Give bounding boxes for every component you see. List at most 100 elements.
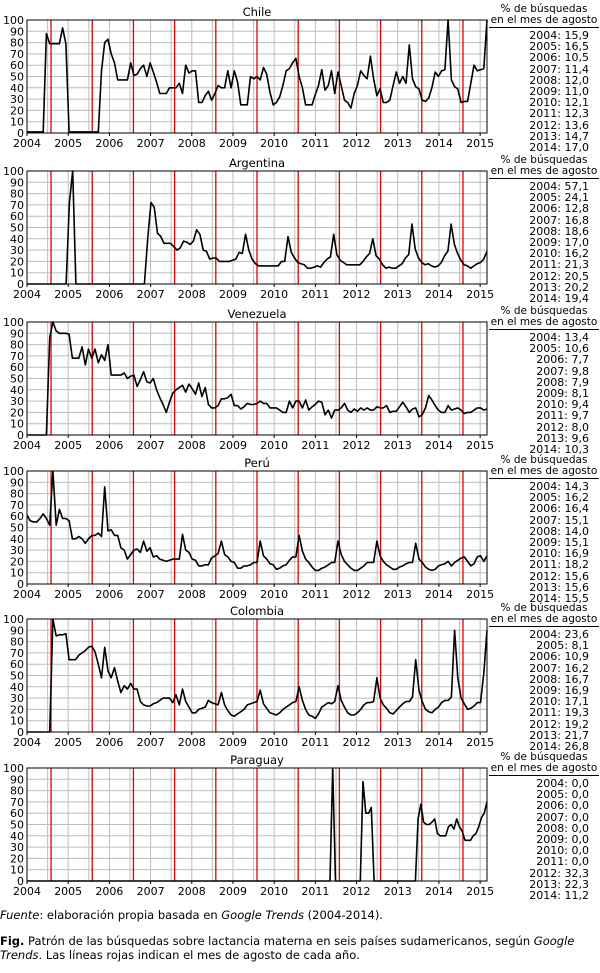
- y-tick-label: 100: [3, 165, 24, 178]
- y-tick-label: 50: [10, 222, 24, 235]
- x-tick-label: 2015: [466, 588, 494, 601]
- source-note: Fuente: elaboración propia basada en Goo…: [0, 908, 598, 922]
- y-tick-label: 90: [10, 327, 24, 340]
- y-tick-label: 40: [10, 533, 24, 546]
- august-table-row: 2007: 9,8: [536, 364, 589, 378]
- x-tick-label: 2006: [95, 588, 123, 601]
- august-table-row: 2006: 16,4: [529, 502, 589, 516]
- y-tick-label: 60: [10, 807, 24, 820]
- x-tick-label: 2014: [425, 288, 453, 301]
- y-tick-label: 100: [3, 613, 24, 626]
- y-tick-label: 50: [10, 71, 24, 84]
- x-tick-label: 2007: [137, 137, 165, 150]
- y-tick-label: 80: [10, 636, 24, 649]
- august-table-row: 2009: 8,1: [536, 387, 589, 401]
- y-tick-label: 100: [3, 762, 24, 775]
- y-tick-label: 0: [17, 278, 24, 291]
- august-table-row: 2014: 11,2: [529, 889, 589, 903]
- august-table-row: 2008: 7,9: [536, 375, 589, 389]
- august-table-row: 2014: 10,3: [529, 443, 589, 457]
- y-tick-label: 70: [10, 796, 24, 809]
- y-tick-label: 90: [10, 476, 24, 489]
- plot-frame: [26, 321, 488, 436]
- august-table-row: 2008: 0,0: [536, 821, 589, 835]
- y-tick-label: 30: [10, 93, 24, 106]
- august-table-row: 2011: 9,7: [536, 409, 589, 423]
- y-tick-label: 50: [10, 670, 24, 683]
- august-table-row: 2005: 16,5: [529, 40, 589, 54]
- y-tick-label: 10: [10, 715, 24, 728]
- august-table-row: 2012: 19,2: [529, 717, 589, 731]
- august-table-header-line: % de búsquedas: [500, 602, 588, 614]
- chart-title: Venezuela: [227, 307, 286, 321]
- august-table-header-line: % de búsquedas: [500, 154, 588, 166]
- august-table: % de búsquedas en el mes de agosto 2004: 1…: [489, 4, 599, 153]
- y-tick-label: 80: [10, 785, 24, 798]
- y-tick-label: 30: [10, 841, 24, 854]
- x-tick-label: 2015: [466, 137, 494, 150]
- august-table-row: 2007: 16,8: [529, 213, 589, 227]
- august-table-row: 2013: 9,6: [536, 431, 589, 445]
- y-tick-label: 30: [10, 544, 24, 557]
- y-tick-label: 30: [10, 395, 24, 408]
- y-tick-label: 40: [10, 233, 24, 246]
- x-tick-label: 2004: [13, 588, 41, 601]
- x-tick-label: 2011: [301, 137, 329, 150]
- y-tick-label: 70: [10, 499, 24, 512]
- y-tick-label: 20: [10, 555, 24, 568]
- august-table-row: 2013: 15,6: [529, 580, 589, 594]
- x-tick-label: 2012: [343, 137, 371, 150]
- y-tick-label: 40: [10, 384, 24, 397]
- x-tick-label: 2004: [13, 885, 41, 898]
- x-tick-label: 2005: [54, 137, 82, 150]
- x-tick-label: 2010: [260, 288, 288, 301]
- august-table-row: 2005: 0,0: [536, 788, 589, 802]
- y-tick-label: 70: [10, 48, 24, 61]
- chart-title: Chile: [243, 5, 272, 19]
- figure-footer: Fuente: elaboración propia basada en Goo…: [0, 908, 598, 962]
- x-tick-label: 2008: [178, 288, 206, 301]
- august-table-header-line: % de búsquedas: [500, 305, 588, 317]
- august-table-row: 2004: 23,6: [529, 628, 589, 641]
- august-table-row: 2004: 57,1: [529, 180, 589, 193]
- y-tick-label: 20: [10, 703, 24, 716]
- august-table-row: 2004: 0,0: [536, 777, 589, 790]
- x-tick-label: 2015: [466, 736, 494, 749]
- august-table-row: 2005: 8,1: [536, 639, 589, 653]
- x-tick-label: 2015: [466, 288, 494, 301]
- plot-frame: [26, 618, 488, 733]
- y-tick-label: 10: [10, 116, 24, 129]
- august-table-row: 2009: 0,0: [536, 833, 589, 847]
- x-tick-label: 2007: [137, 588, 165, 601]
- august-table-row: 2008: 16,7: [529, 672, 589, 686]
- august-table-row: 2008: 14,0: [529, 524, 589, 538]
- y-tick-label: 100: [3, 465, 24, 478]
- august-table-row: 2008: 12,0: [529, 73, 589, 87]
- plot-frame: [26, 170, 488, 285]
- x-tick-label: 2011: [301, 588, 329, 601]
- source-name: Google Trends: [221, 908, 304, 922]
- x-tick-label: 2006: [95, 137, 123, 150]
- x-tick-label: 2013: [384, 736, 412, 749]
- x-tick-label: 2013: [384, 588, 412, 601]
- source-label: Fuente: [0, 908, 40, 922]
- y-tick-label: 50: [10, 373, 24, 386]
- x-tick-label: 2008: [178, 439, 206, 452]
- x-tick-label: 2009: [219, 885, 247, 898]
- x-tick-label: 2008: [178, 588, 206, 601]
- august-table-row: 2012: 8,0: [536, 420, 589, 434]
- x-tick-label: 2006: [95, 736, 123, 749]
- x-tick-label: 2011: [301, 736, 329, 749]
- chart-title: Colombia: [230, 604, 284, 618]
- y-tick-label: 50: [10, 522, 24, 535]
- x-tick-label: 2012: [343, 588, 371, 601]
- fig-end: . Las líneas rojas indican el mes de ago…: [38, 948, 360, 962]
- august-table-header: % de búsquedas en el mes de agosto: [489, 752, 599, 776]
- series-line: [26, 470, 488, 572]
- x-tick-label: 2005: [54, 885, 82, 898]
- august-table-row: 2006: 7,7: [536, 353, 589, 367]
